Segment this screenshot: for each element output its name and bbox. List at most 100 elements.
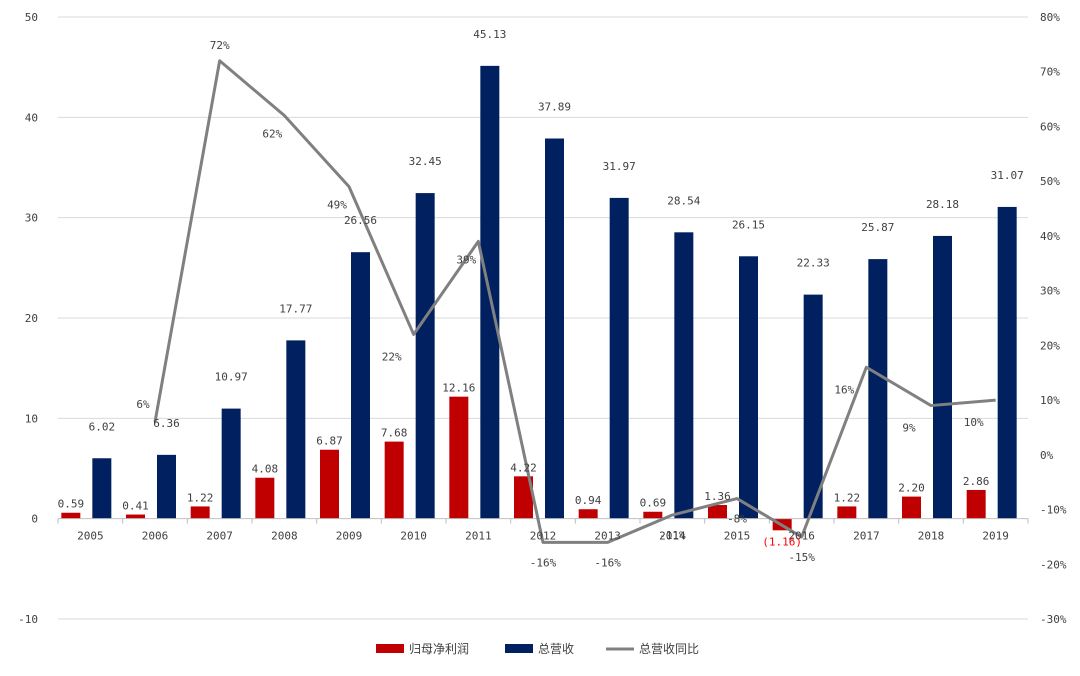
profit-bar bbox=[190, 506, 210, 519]
profit-bar bbox=[578, 509, 598, 519]
profit-value-label: 12.16 bbox=[442, 382, 475, 395]
revenue-bar bbox=[997, 206, 1017, 519]
legend-swatch bbox=[505, 644, 533, 653]
profit-value-label: (1.16) bbox=[762, 535, 802, 548]
left-axis-ticks: -10 0 10 20 30 40 50 bbox=[18, 11, 38, 626]
profit-value-label: 6.87 bbox=[316, 435, 343, 448]
x-axis-tick-label: 2017 bbox=[853, 530, 880, 543]
profit-bar bbox=[966, 489, 986, 519]
profit-value-label: 0.94 bbox=[575, 494, 602, 507]
left-axis-tick-label: 40 bbox=[25, 111, 38, 124]
legend-item: 总营收 bbox=[505, 642, 574, 656]
yoy-value-label: 72% bbox=[210, 39, 230, 52]
revenue-value-label: 22.33 bbox=[797, 257, 830, 270]
zero-axis bbox=[57, 518, 1029, 524]
x-axis-tick-label: 2011 bbox=[465, 530, 492, 543]
revenue-value-label: 28.18 bbox=[926, 198, 959, 211]
left-axis-tick-label: 30 bbox=[25, 212, 38, 225]
revenue-value-label: 32.45 bbox=[409, 155, 442, 168]
profit-bar bbox=[126, 514, 145, 519]
revenue-bars bbox=[92, 65, 1017, 519]
bar-data-labels: 0.59 6.02 0.41 6.36 1.22 10.97 4.08 17.77 6.87 26… bbox=[58, 28, 1024, 548]
right-axis-tick-label: 70% bbox=[1040, 66, 1060, 79]
x-axis-tick-label: 2013 bbox=[594, 530, 621, 543]
profit-bar bbox=[837, 506, 857, 519]
x-axis-tick-label: 2006 bbox=[142, 530, 169, 543]
left-axis-tick-label: 20 bbox=[25, 312, 38, 325]
x-axis-tick-label: 2010 bbox=[400, 530, 427, 543]
legend: 归母净利润 总营收 总营收同比 bbox=[376, 642, 699, 656]
yoy-value-label: 22% bbox=[382, 350, 402, 363]
revenue-bar bbox=[609, 197, 629, 519]
revenue-bar bbox=[674, 232, 694, 519]
left-axis-tick-label: 50 bbox=[25, 11, 38, 24]
legend-label: 总营收 bbox=[538, 642, 574, 656]
yoy-value-label: -16% bbox=[530, 556, 557, 569]
x-axis-ticks: 2005 2006 2007 2008 2009 2010 2011 2012 2013 2014… bbox=[77, 530, 1009, 543]
legend-label: 归母净利润 bbox=[409, 642, 469, 656]
revenue-bar bbox=[739, 256, 758, 519]
revenue-value-label: 31.97 bbox=[603, 160, 636, 173]
profit-bar bbox=[643, 511, 663, 519]
x-axis-tick-label: 2019 bbox=[982, 530, 1009, 543]
revenue-bar bbox=[221, 408, 241, 519]
yoy-value-label: -15% bbox=[788, 551, 815, 564]
right-axis-tick-label: 40% bbox=[1040, 230, 1060, 243]
right-axis-tick-label: 80% bbox=[1040, 11, 1060, 24]
yoy-line-path bbox=[153, 59, 996, 544]
revenue-value-label: 31.07 bbox=[991, 169, 1024, 182]
profit-bar bbox=[255, 477, 275, 519]
profit-value-label: 1.22 bbox=[834, 491, 861, 504]
revenue-bar bbox=[803, 294, 823, 519]
x-axis-tick-label: 2008 bbox=[271, 530, 298, 543]
x-axis-tick-label: 2007 bbox=[206, 530, 233, 543]
legend-swatch bbox=[376, 644, 404, 653]
yoy-value-label: -8% bbox=[727, 513, 747, 526]
profit-value-label: 2.86 bbox=[963, 475, 990, 488]
right-axis-tick-label: -10% bbox=[1040, 504, 1067, 517]
right-axis-ticks: -30% -20% -10% 0% 10% 20% 30% 40% 50% 60% 70% 80% bbox=[1040, 11, 1067, 626]
profit-value-label: 1.36 bbox=[704, 490, 731, 503]
right-axis-tick-label: 10% bbox=[1040, 394, 1060, 407]
revenue-bar bbox=[545, 138, 564, 519]
revenue-bar bbox=[933, 235, 952, 519]
revenue-value-label: 10.97 bbox=[215, 371, 248, 384]
profit-value-label: 0.59 bbox=[58, 498, 85, 511]
x-axis-tick-label: 2009 bbox=[336, 530, 363, 543]
yoy-value-label: 49% bbox=[327, 199, 347, 212]
x-axis-tick-label: 2018 bbox=[918, 530, 945, 543]
x-axis-tick-label: 2016 bbox=[788, 530, 815, 543]
right-axis-tick-label: -30% bbox=[1040, 613, 1067, 626]
yoy-value-label: 39% bbox=[456, 253, 476, 266]
profit-value-label: 7.68 bbox=[381, 427, 408, 440]
left-axis-tick-label: -10 bbox=[18, 613, 38, 626]
right-axis-tick-label: -20% bbox=[1040, 558, 1067, 571]
revenue-value-label: 26.15 bbox=[732, 218, 765, 231]
profit-value-label: 2.20 bbox=[898, 482, 925, 495]
legend-item: 归母净利润 bbox=[376, 642, 469, 656]
yoy-value-label: 16% bbox=[834, 383, 854, 396]
profit-bars bbox=[61, 396, 986, 531]
x-axis-tick-label: 2012 bbox=[530, 530, 557, 543]
revenue-bar bbox=[415, 193, 435, 519]
right-axis-tick-label: 0% bbox=[1040, 449, 1054, 462]
profit-bar bbox=[320, 449, 339, 519]
revenue-value-label: 17.77 bbox=[279, 302, 312, 315]
profit-bar bbox=[514, 476, 533, 519]
yoy-value-label: -16% bbox=[594, 556, 621, 569]
revenue-value-label: 25.87 bbox=[861, 221, 894, 234]
profit-bar bbox=[384, 441, 404, 519]
revenue-bar bbox=[157, 454, 176, 519]
profit-value-label: 0.41 bbox=[122, 500, 149, 513]
profit-bar bbox=[708, 505, 727, 519]
profit-value-label: 4.08 bbox=[252, 463, 279, 476]
line-data-labels: 6% 72% 62% 49% 22% 39% -16% -16% -11% -8% -15% 16% 9… bbox=[136, 39, 984, 570]
right-axis-tick-label: 30% bbox=[1040, 285, 1060, 298]
right-axis-tick-label: 50% bbox=[1040, 175, 1060, 188]
revenue-bar bbox=[351, 252, 370, 519]
yoy-value-label: 9% bbox=[902, 422, 916, 435]
profit-bar bbox=[449, 396, 469, 519]
revenue-bar bbox=[286, 340, 306, 519]
x-axis-tick-label: 2005 bbox=[77, 530, 104, 543]
